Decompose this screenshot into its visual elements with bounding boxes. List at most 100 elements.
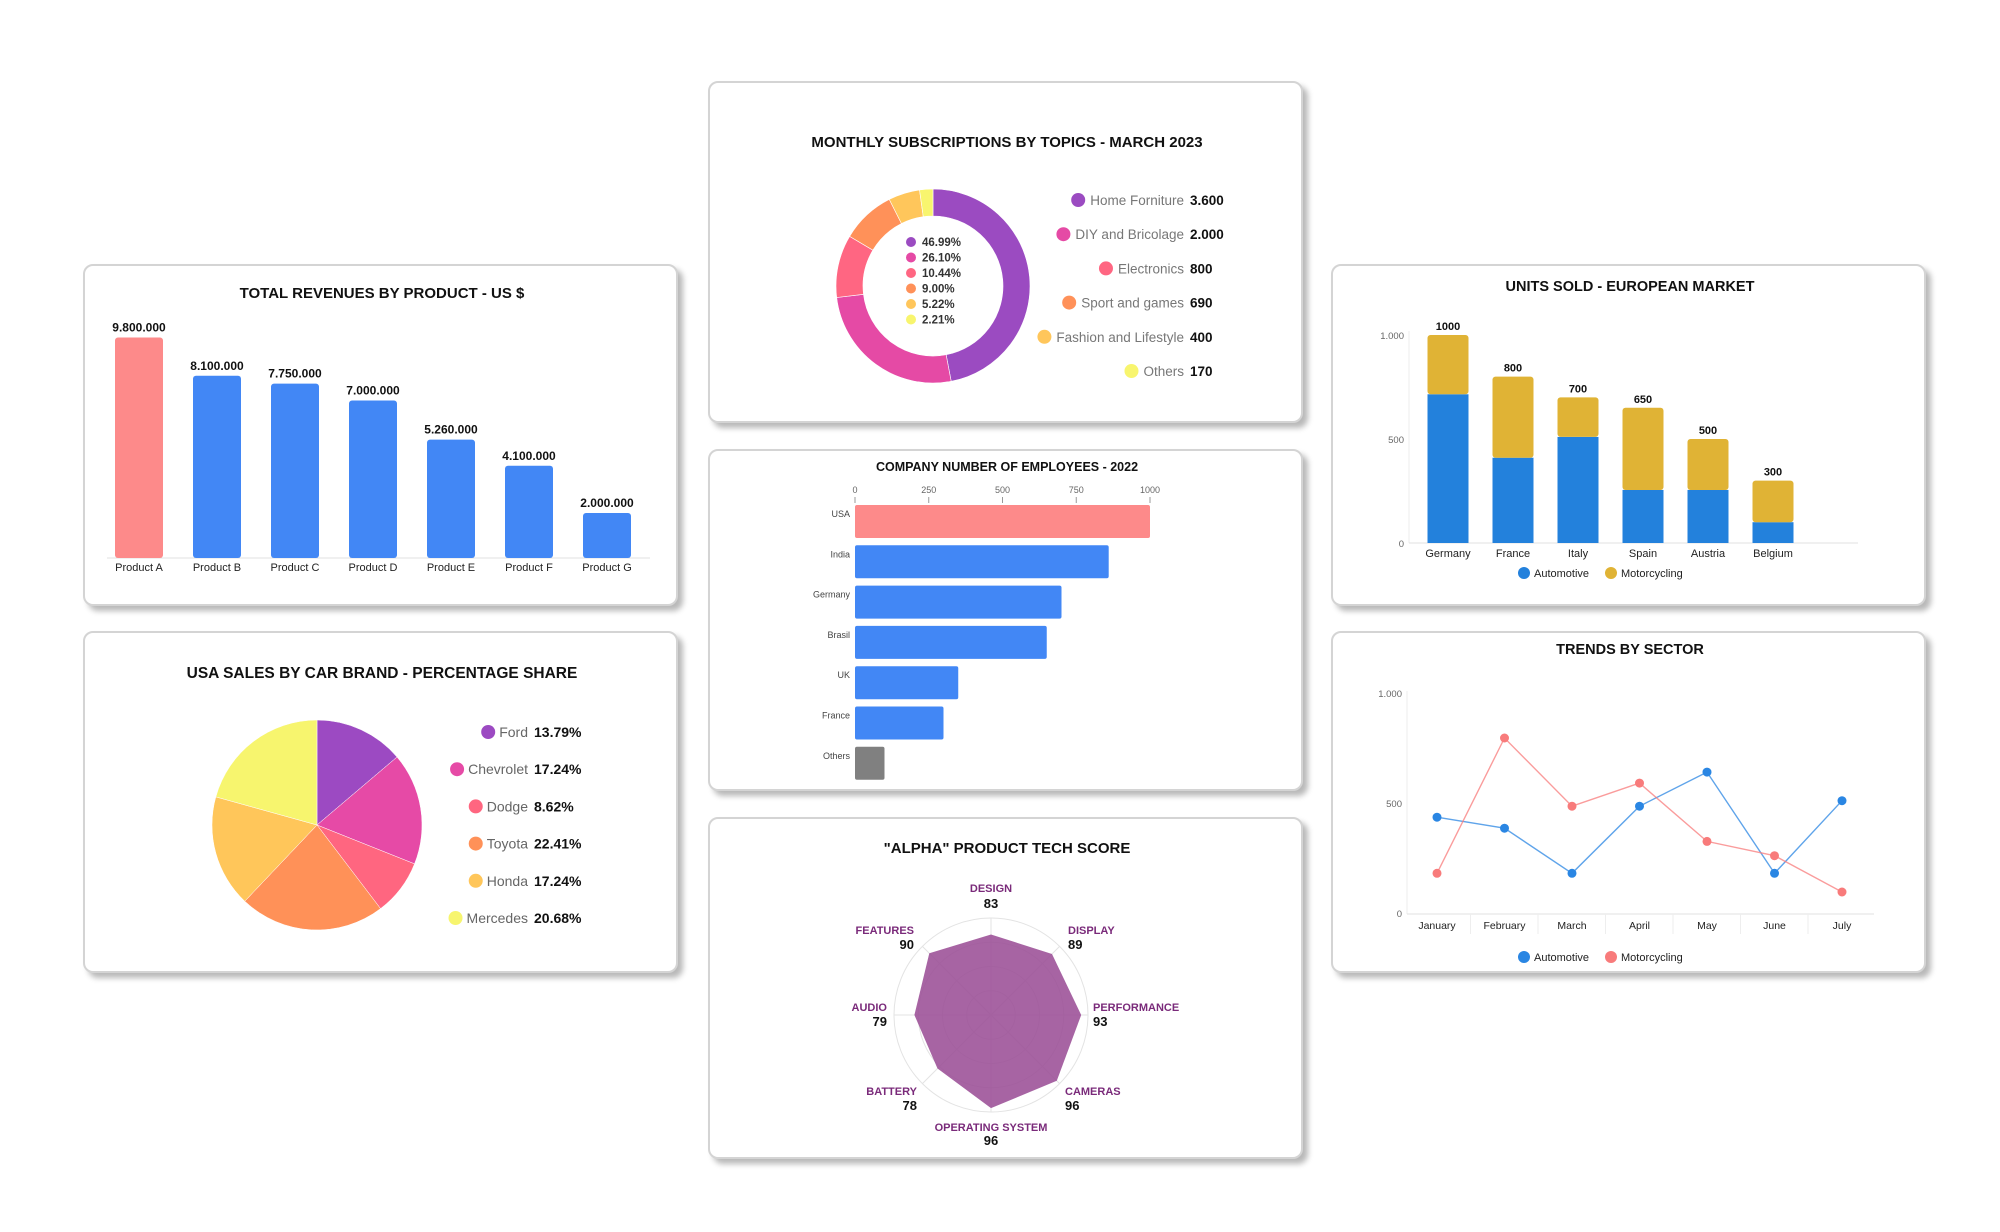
bar: [855, 585, 1062, 619]
percent-dot: [906, 268, 916, 278]
total-label: 700: [1569, 383, 1587, 395]
data-label: 7.000.000: [346, 384, 400, 398]
bar: [505, 465, 553, 558]
category-label: Brasil: [827, 630, 850, 640]
category-label: Product F: [505, 562, 553, 574]
units-sold-chart: UNITS SOLD - EUROPEAN MARKET 0 500 1.000 100…: [1380, 279, 1858, 580]
axis-label: BATTERY: [866, 1086, 917, 1098]
data-point: [1702, 836, 1712, 846]
legend-value: 2.000: [1190, 227, 1224, 242]
axis-label: AUDIO: [852, 1002, 888, 1014]
category-label: April: [1629, 920, 1650, 932]
legend-value: 17.24%: [534, 761, 582, 777]
category-label: Product A: [115, 562, 163, 574]
score-value: 89: [1068, 937, 1082, 952]
axis-label: OPERATING SYSTEM: [935, 1122, 1048, 1134]
total-label: 650: [1634, 394, 1652, 406]
employees-card: COMPANY NUMBER OF EMPLOYEES - 2022 0 250 50…: [708, 449, 1303, 791]
axis-label: FEATURES: [856, 925, 914, 937]
category-label: July: [1833, 920, 1852, 932]
legend-dot: [1518, 567, 1530, 579]
category-label: Product C: [271, 562, 320, 574]
x-tick-label: 500: [995, 485, 1010, 495]
category-label: June: [1763, 920, 1786, 932]
category-label: France: [822, 711, 850, 721]
axis-label: DESIGN: [970, 883, 1012, 895]
percent-dot: [906, 283, 916, 294]
legend-value: 690: [1190, 296, 1213, 311]
data-label: 2.000.000: [580, 496, 634, 510]
bar: [583, 513, 631, 558]
chart-title: USA SALES BY CAR BRAND - PERCENTAGE SHAR…: [187, 665, 578, 682]
legend-value: 3.600: [1190, 193, 1224, 208]
bar: [855, 545, 1109, 579]
legend-label: Fashion and Lifestyle: [1056, 330, 1184, 345]
category-label: France: [1496, 548, 1530, 560]
trends-card: TRENDS BY SECTOR 0 500 1.000 January February…: [1331, 631, 1926, 973]
category-label: Germany: [813, 590, 851, 600]
percent-label: 2.21%: [922, 315, 955, 327]
legend-dot: [1605, 567, 1617, 579]
score-value: 90: [900, 937, 914, 952]
bar: [115, 337, 163, 558]
data-point: [1635, 801, 1644, 811]
percent-label: 5.22%: [922, 299, 955, 311]
total-label: 1000: [1436, 321, 1460, 333]
bar-segment-motorcycling: [1622, 407, 1664, 490]
legend-label: DIY and Bricolage: [1075, 227, 1184, 242]
data-point: [1500, 823, 1509, 833]
bar: [855, 706, 944, 740]
bar: [855, 746, 885, 780]
total-label: 300: [1764, 467, 1782, 479]
legend-label: Electronics: [1118, 261, 1184, 276]
legend-dot: [1605, 951, 1617, 963]
y-tick-label: 0: [1399, 539, 1404, 550]
legend-dot: [468, 799, 483, 814]
legend-label: Others: [1143, 364, 1184, 379]
pie-slice: [316, 719, 398, 826]
category-label: March: [1557, 920, 1586, 932]
y-tick-label: 1.000: [1378, 689, 1402, 700]
chart-title: UNITS SOLD - EUROPEAN MARKET: [1506, 279, 1755, 295]
legend-dot: [1037, 329, 1052, 344]
revenues-card: TOTAL REVENUES BY PRODUCT - US $ 9.800.00…: [83, 264, 678, 606]
pie-slice: [244, 824, 381, 931]
pie-slice: [316, 756, 423, 865]
x-tick-label: 750: [1069, 485, 1084, 495]
legend-label: Toyota: [487, 836, 528, 852]
legend-dot: [448, 911, 463, 925]
chart-title: "ALPHA" PRODUCT TECH SCORE: [884, 840, 1131, 857]
percent-label: 26.10%: [922, 253, 961, 265]
category-label: India: [830, 549, 850, 559]
legend-dot: [1098, 261, 1113, 276]
percent-dot: [906, 299, 916, 309]
bar-segment-automotive: [1492, 457, 1534, 543]
legend-dot: [481, 725, 496, 739]
car-sales-card: USA SALES BY CAR BRAND - PERCENTAGE SHAR…: [83, 631, 678, 973]
percent-label: 46.99%: [922, 237, 961, 249]
category-label: Belgium: [1753, 548, 1793, 560]
series-line-motorcycling: [1436, 736, 1843, 893]
bar-segment-motorcycling: [1492, 376, 1534, 458]
data-point: [1635, 778, 1644, 788]
data-point: [1500, 733, 1509, 743]
data-point: [1702, 767, 1712, 777]
score-value: 79: [873, 1014, 887, 1029]
bar: [349, 400, 397, 558]
percent-dot: [906, 314, 916, 325]
percent-label: 10.44%: [922, 268, 961, 280]
legend-label: Sport and games: [1081, 296, 1184, 311]
category-label: January: [1418, 920, 1456, 932]
legend-label: Mercedes: [467, 910, 528, 926]
car-sales-pie-chart: USA SALES BY CAR BRAND - PERCENTAGE SHAR…: [187, 665, 582, 931]
legend-value: 170: [1190, 364, 1213, 379]
bar: [855, 666, 959, 700]
y-tick-label: 500: [1388, 435, 1404, 446]
x-tick-label: 250: [921, 485, 936, 495]
category-label: Italy: [1568, 548, 1589, 560]
trends-line-chart: TRENDS BY SECTOR 0 500 1.000 January February…: [1378, 642, 1874, 964]
score-value: 78: [903, 1098, 917, 1113]
employees-bar-chart: COMPANY NUMBER OF EMPLOYEES - 2022 0 250 50…: [813, 460, 1160, 780]
donut-slice: [932, 188, 1031, 382]
